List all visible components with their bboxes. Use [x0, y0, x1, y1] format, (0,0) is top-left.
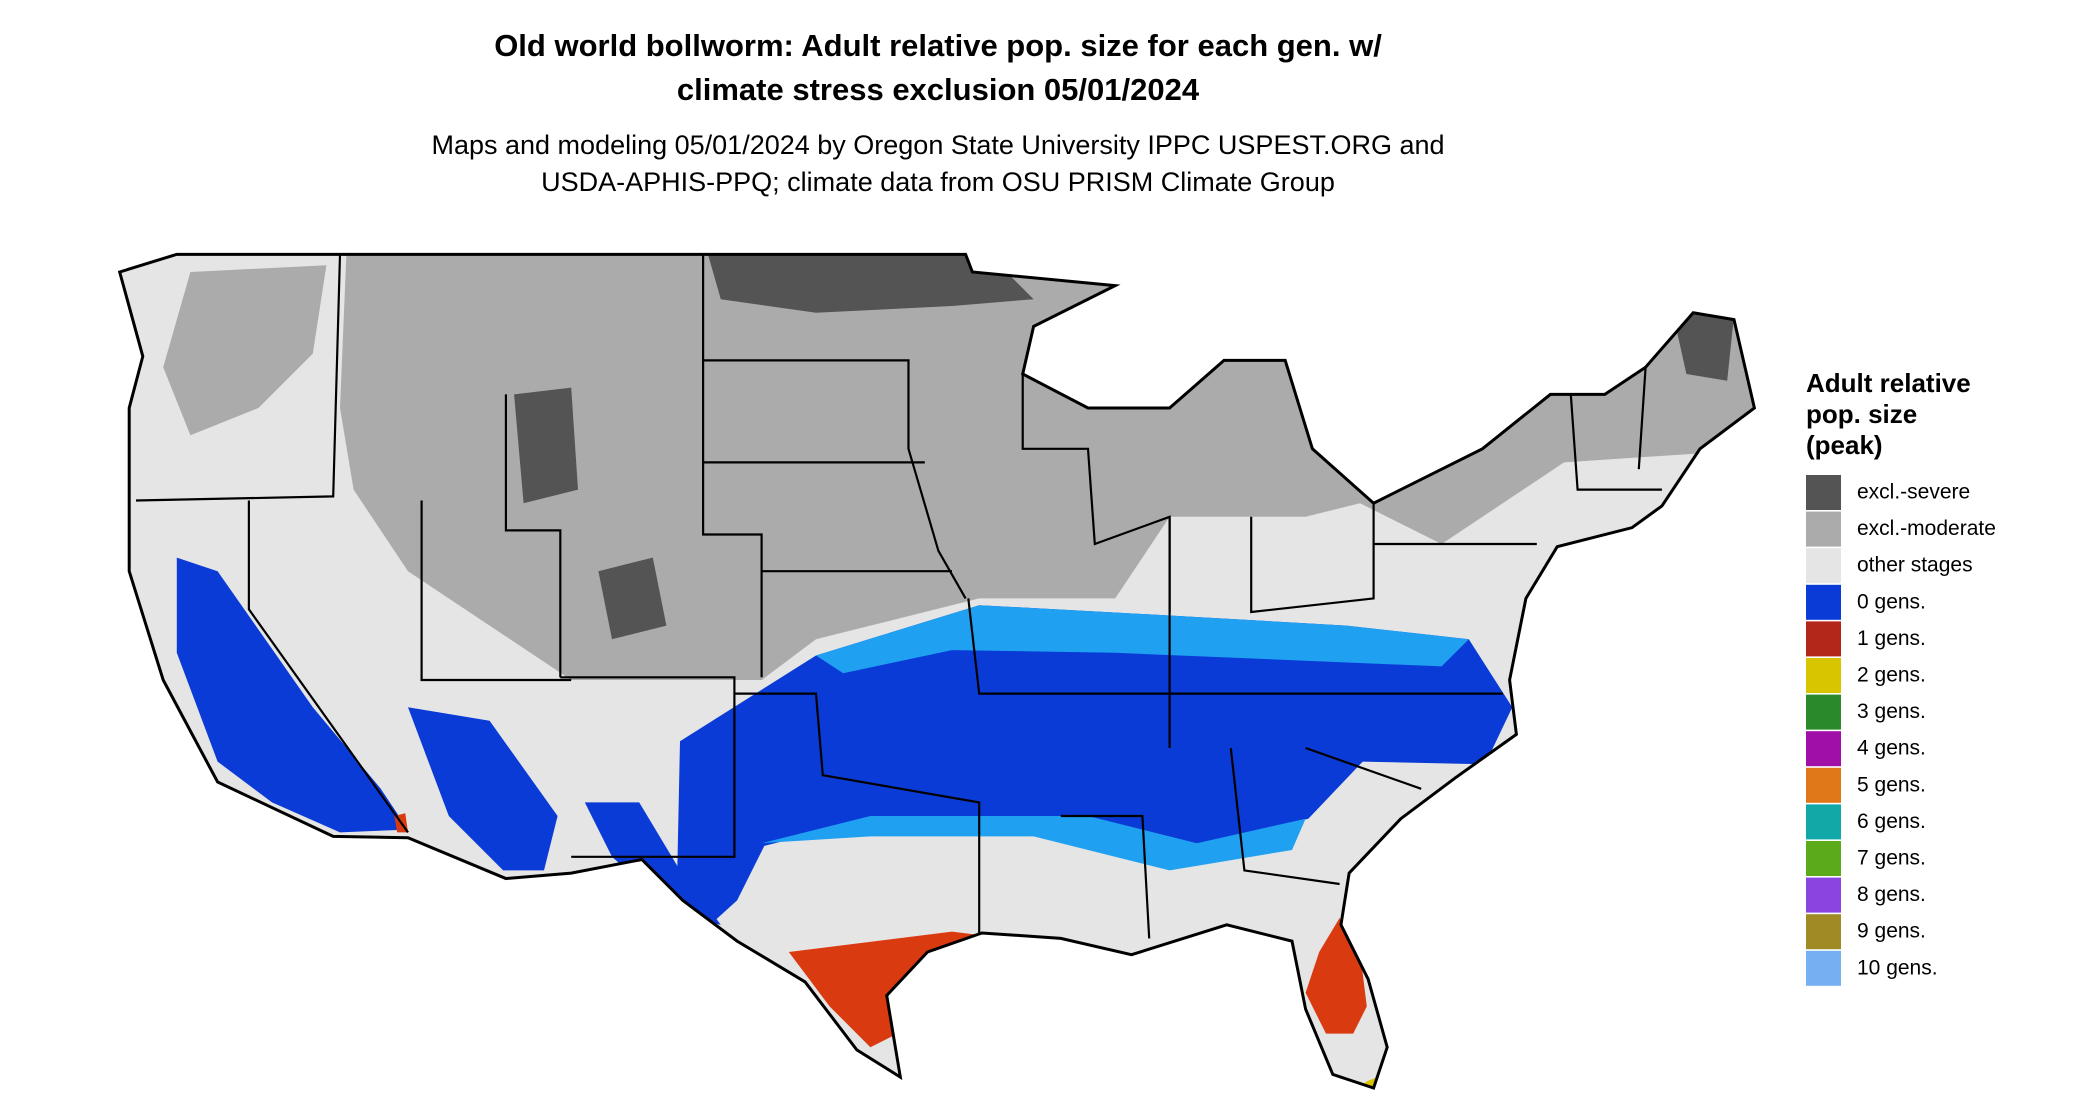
legend-title: Adult relative — [1806, 368, 1971, 398]
us-map — [118, 252, 1756, 1090]
subtitle: Maps and modeling 05/01/2024 by Oregon S… — [431, 130, 1444, 160]
legend-swatch — [1806, 767, 1841, 803]
legend-label: other stages — [1857, 554, 1973, 577]
legend-label: 7 gens. — [1857, 847, 1926, 870]
legend-label: 0 gens. — [1857, 590, 1926, 613]
subtitle: USDA-APHIS-PPQ; climate data from OSU PR… — [541, 167, 1335, 197]
legend: excl.-severe excl.-moderate other stages 0 … — [1806, 475, 1996, 986]
legend-swatch — [1806, 621, 1841, 657]
legend-swatch — [1806, 584, 1841, 620]
legend-swatch — [1806, 511, 1841, 547]
legend-swatch — [1806, 841, 1841, 876]
title: climate stress exclusion 05/01/2024 — [677, 72, 1200, 107]
legend-label: 3 gens. — [1857, 700, 1926, 723]
legend-label: 4 gens. — [1857, 737, 1926, 760]
legend-swatch — [1806, 658, 1841, 693]
legend-label: 6 gens. — [1857, 810, 1926, 833]
legend-label: excl.-severe — [1857, 481, 1970, 504]
legend-label: excl.-moderate — [1857, 517, 1996, 540]
legend-label: 5 gens. — [1857, 773, 1926, 796]
legend-label: 1 gens. — [1857, 627, 1926, 650]
legend-swatch — [1806, 804, 1841, 840]
legend-title: pop. size — [1806, 399, 1917, 429]
legend-swatch — [1806, 694, 1841, 730]
title: Old world bollworm: Adult relative pop. … — [494, 28, 1382, 63]
legend-swatch — [1806, 731, 1841, 767]
legend-label: 2 gens. — [1857, 664, 1926, 687]
legend-title: (peak) — [1806, 430, 1883, 460]
legend-swatch — [1806, 877, 1841, 913]
legend-swatch — [1806, 548, 1841, 584]
legend-label: 9 gens. — [1857, 920, 1926, 943]
legend-label: 8 gens. — [1857, 883, 1926, 906]
legend-swatch — [1806, 950, 1841, 986]
legend-swatch — [1806, 914, 1841, 950]
legend-swatch — [1806, 475, 1841, 510]
legend-label: 10 gens. — [1857, 956, 1938, 979]
